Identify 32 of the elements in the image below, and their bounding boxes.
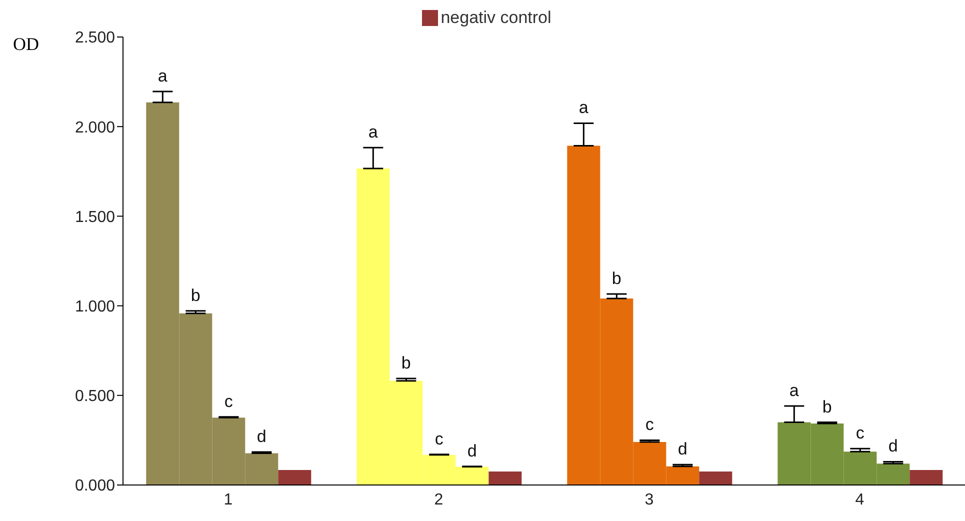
bar	[488, 472, 522, 485]
data-label: b	[190, 286, 200, 305]
data-label: c	[645, 415, 654, 434]
data-label: d	[467, 441, 477, 460]
data-label: b	[822, 397, 832, 416]
data-label: b	[612, 268, 622, 288]
bar	[910, 470, 943, 485]
x-tick-label: 2	[434, 491, 444, 508]
y-tick-label: 2.500	[74, 30, 116, 47]
y-axis-title: OD	[13, 34, 39, 54]
data-label: b	[401, 354, 411, 373]
data-label: a	[789, 380, 800, 400]
x-tick-label: 4	[855, 491, 864, 508]
y-tick-label: 1.500	[74, 208, 116, 226]
data-label: d	[256, 427, 266, 446]
bar	[278, 470, 312, 485]
legend-label: negativ control	[440, 8, 552, 28]
bar	[699, 472, 732, 485]
x-tick-label: 3	[644, 491, 654, 508]
y-tick-label: 2.000	[74, 119, 116, 136]
data-label: c	[856, 424, 865, 443]
data-label: c	[224, 392, 234, 411]
y-tick-label: 0.500	[74, 388, 116, 406]
data-label: a	[368, 122, 378, 142]
y-tick-label: 1.000	[74, 298, 116, 316]
data-label: d	[678, 440, 688, 459]
x-tick-label: 1	[224, 491, 233, 508]
y-tick-label: 0.000	[74, 478, 116, 495]
data-label: d	[888, 436, 898, 456]
data-label: a	[578, 98, 589, 118]
data-label: c	[434, 429, 444, 448]
data-label: a	[158, 66, 168, 86]
